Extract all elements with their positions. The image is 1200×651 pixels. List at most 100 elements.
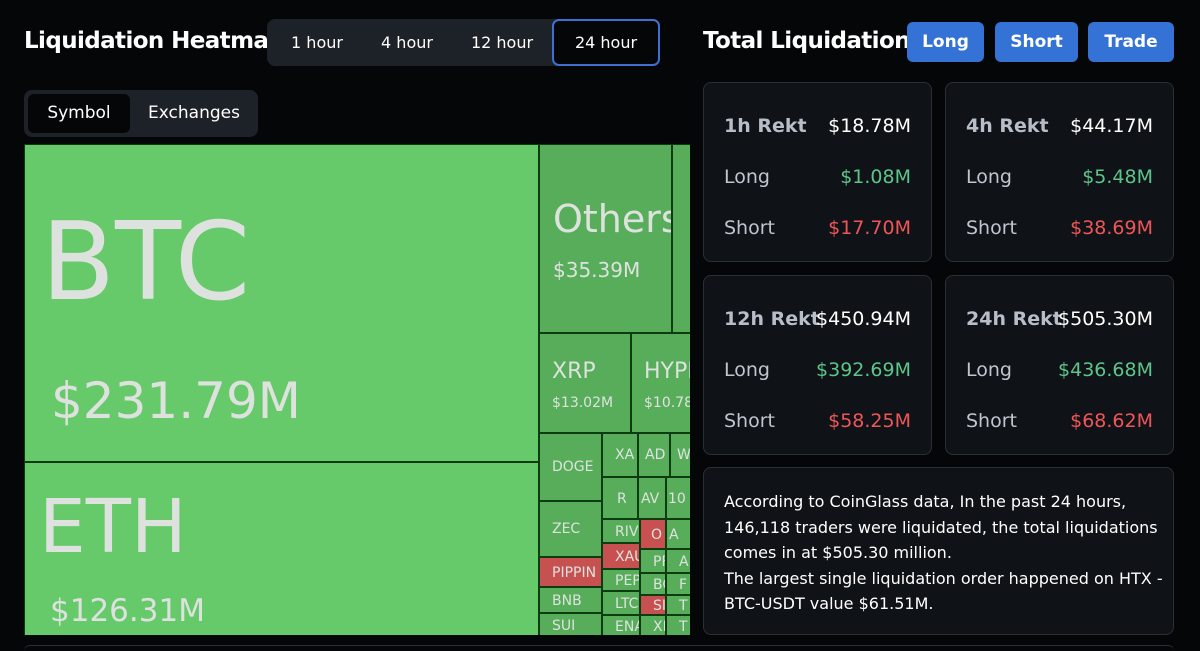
treemap-cell-bc[interactable]: BC	[640, 573, 666, 595]
treemap-cell-t2[interactable]: T	[666, 615, 690, 635]
treemap-cell-o[interactable]: O	[640, 519, 666, 549]
timeframe-4h-button[interactable]: 4 hour	[381, 33, 433, 52]
treemap-symbol: W	[677, 447, 690, 463]
treemap-symbol: RIV	[615, 524, 639, 540]
total-liquidations-title: Total Liquidations	[703, 28, 924, 54]
treemap-symbol: HYPE	[644, 359, 690, 384]
treemap-cell-zec[interactable]: ZEC	[539, 501, 602, 557]
timeframe-1h-button[interactable]: 1 hour	[291, 33, 343, 52]
treemap-cell-pep[interactable]: PEP	[602, 569, 640, 591]
treemap-cell-a[interactable]: A	[666, 519, 690, 549]
stat-card-24h: 24h Rekt $505.30M Long $436.68M Short $68.6…	[945, 275, 1174, 455]
summary-line: comes in at $505.30 million.	[724, 543, 952, 562]
treemap-cell-xau[interactable]: XAU	[602, 543, 640, 569]
treemap-value: $126.31M	[50, 593, 205, 629]
treemap-cell-partial[interactable]	[672, 144, 690, 333]
treemap-cell-eth[interactable]: ETH $126.31M	[24, 462, 539, 635]
treemap-symbol: O	[651, 527, 663, 543]
treemap-symbol: XA	[615, 447, 635, 463]
summary-line: The largest single liquidation order hap…	[724, 568, 1163, 588]
card-label: 24h Rekt	[966, 308, 1062, 330]
treemap-symbol: LTC	[615, 596, 639, 612]
stat-card-12h: 12h Rekt $450.94M Long $392.69M Short $58.2…	[703, 275, 932, 455]
long-label: Long	[724, 359, 770, 381]
long-button[interactable]: Long	[907, 22, 984, 62]
stat-card-1h: 1h Rekt $18.78M Long $1.08M Short $17.70M	[703, 82, 932, 262]
treemap-cell-xf[interactable]: XF	[640, 615, 666, 635]
treemap-symbol: BNB	[552, 593, 582, 609]
short-label: Short	[966, 217, 1017, 239]
treemap-symbol: T	[679, 619, 688, 635]
card-total: $450.94M	[816, 308, 911, 330]
short-value: $58.25M	[828, 410, 911, 432]
treemap-cell-av[interactable]: AV	[638, 477, 666, 519]
treemap-cell-w[interactable]: W	[670, 433, 690, 477]
treemap-symbol: ZEC	[552, 521, 581, 537]
treemap-cell-a2[interactable]: A	[666, 549, 690, 573]
treemap-symbol: AV	[641, 491, 660, 507]
treemap-cell-sui[interactable]: SUI	[539, 613, 602, 635]
timeframe-24h-button[interactable]: 24 hour	[552, 19, 660, 66]
short-button[interactable]: Short	[995, 22, 1078, 62]
trade-button[interactable]: Trade	[1088, 22, 1174, 62]
treemap-cell-others[interactable]: Others $35.39M	[539, 144, 672, 333]
treemap-symbol: XAU	[615, 549, 639, 565]
long-label: Long	[966, 166, 1012, 188]
treemap-cell-btc[interactable]: BTC $231.79M	[24, 144, 539, 462]
treemap-cell-riv[interactable]: RIV	[602, 519, 640, 543]
timeframe-selector: 1 hour 4 hour 12 hour 24 hour	[267, 19, 660, 66]
long-value: $436.68M	[1058, 359, 1153, 381]
treemap-cell-t[interactable]: T	[666, 595, 690, 615]
card-label: 1h Rekt	[724, 115, 807, 137]
liquidation-treemap: BTC $231.79M ETH $126.31M Others $35.39M…	[24, 144, 690, 635]
treemap-cell-10[interactable]: 10	[666, 477, 690, 519]
treemap-symbol: BTC	[41, 200, 251, 325]
treemap-symbol: DOGE	[552, 459, 594, 475]
treemap-cell-pf[interactable]: PF	[640, 549, 666, 573]
short-value: $68.62M	[1070, 410, 1153, 432]
short-label: Short	[966, 410, 1017, 432]
bottom-panel-edge	[24, 645, 1174, 651]
treemap-cell-doge[interactable]: DOGE	[539, 433, 602, 501]
treemap-symbol: R	[617, 491, 627, 507]
short-value: $17.70M	[828, 217, 911, 239]
treemap-cell-ena[interactable]: ENA	[602, 615, 640, 635]
treemap-symbol: A	[669, 527, 679, 543]
short-label: Short	[724, 410, 775, 432]
card-label: 4h Rekt	[966, 115, 1049, 137]
treemap-cell-hype[interactable]: HYPE $10.78M	[631, 333, 690, 433]
treemap-cell-r[interactable]: R	[602, 477, 638, 519]
treemap-cell-bnb[interactable]: BNB	[539, 587, 602, 613]
treemap-cell-ad[interactable]: AD	[638, 433, 670, 477]
treemap-cell-xa[interactable]: XA	[602, 433, 638, 477]
symbol-tab[interactable]: Symbol	[28, 94, 130, 133]
long-value: $392.69M	[816, 359, 911, 381]
treemap-symbol: XF	[653, 619, 665, 635]
long-value: $1.08M	[840, 166, 911, 188]
treemap-cell-ltc[interactable]: LTC	[602, 591, 640, 615]
treemap-symbol: PF	[653, 554, 665, 570]
treemap-cell-pippin[interactable]: PIPPIN	[539, 557, 602, 587]
summary-line: BTC-USDT value $61.51M.	[724, 594, 934, 613]
summary-line: 146,118 traders were liquidated, the tot…	[724, 517, 1158, 537]
view-toggle: Symbol Exchanges	[24, 90, 258, 137]
treemap-symbol: SUI	[552, 618, 576, 634]
treemap-symbol: SI	[653, 598, 666, 614]
timeframe-12h-button[interactable]: 12 hour	[470, 33, 534, 52]
long-label: Long	[724, 166, 770, 188]
treemap-cell-si[interactable]: SI	[640, 595, 666, 615]
treemap-symbol: A	[679, 554, 689, 570]
treemap-cell-f[interactable]: F	[666, 573, 690, 595]
exchanges-tab[interactable]: Exchanges	[148, 103, 240, 123]
treemap-symbol: AD	[645, 447, 666, 463]
treemap-value: $231.79M	[51, 372, 301, 430]
treemap-symbol: T	[679, 598, 688, 614]
treemap-symbol: F	[679, 577, 688, 593]
treemap-symbol: PIPPIN	[552, 565, 597, 581]
treemap-value: $13.02M	[552, 395, 614, 411]
card-total: $18.78M	[828, 115, 911, 137]
short-value: $38.69M	[1070, 217, 1153, 239]
treemap-symbol: XRP	[552, 359, 596, 384]
card-label: 12h Rekt	[724, 308, 820, 330]
treemap-cell-xrp[interactable]: XRP $13.02M	[539, 333, 631, 433]
